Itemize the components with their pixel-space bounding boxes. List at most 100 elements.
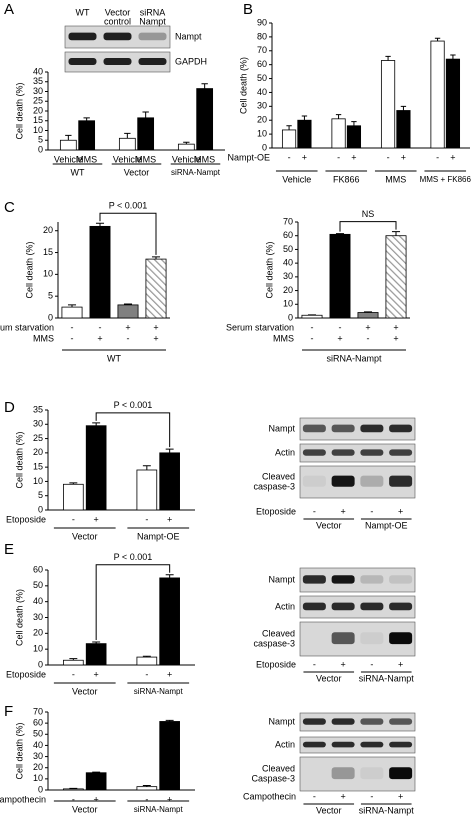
blot [299, 736, 416, 754]
bar-label: + [351, 152, 356, 162]
y-tick-label: 40 [33, 596, 43, 606]
x-tick-label: Vehicle [282, 174, 311, 184]
annotation: P < 0.001 [109, 201, 148, 211]
y-tick-label: 0 [38, 659, 43, 669]
bar-label: + [401, 152, 406, 162]
band [302, 475, 326, 487]
condition-sign: - [311, 333, 314, 343]
error-bar [123, 303, 133, 305]
bar [346, 125, 362, 149]
bar-label: + [167, 514, 172, 524]
blot-row-label: caspase-3 [253, 481, 295, 491]
bar [159, 721, 180, 791]
error-bar [434, 37, 441, 42]
error-bar [69, 658, 78, 661]
band [103, 58, 132, 65]
condition-sign: - [367, 333, 370, 343]
bar [63, 659, 84, 666]
bar [85, 643, 107, 666]
band [302, 575, 326, 584]
error-bar [335, 114, 342, 119]
treatment-sign: - [370, 791, 373, 801]
band [331, 449, 355, 456]
y-tick-label: 70 [257, 45, 267, 55]
y-tick-label: 30 [33, 419, 43, 429]
error-bar [69, 482, 78, 485]
band [389, 718, 413, 725]
blot-row-label: Actin [275, 447, 295, 457]
treatment-sign: - [313, 791, 316, 801]
y-tick-label: 60 [33, 564, 43, 574]
error-bar [385, 55, 391, 61]
error-bar [165, 448, 174, 453]
band [389, 475, 413, 487]
error-bar [450, 54, 456, 60]
panel-label: D [4, 399, 15, 416]
band [302, 741, 326, 748]
band [389, 602, 413, 611]
y-tick-label: 0 [38, 144, 43, 154]
error-bar [65, 134, 72, 141]
bar-label: - [387, 152, 390, 162]
row-label: Etoposide [6, 669, 46, 679]
x-tick-label: siRNA-Nampt [134, 805, 184, 814]
band [389, 767, 413, 780]
y-tick-label: 10 [33, 773, 43, 783]
condition-sign: - [311, 322, 314, 332]
bar-label: Vehicle [172, 154, 201, 164]
condition-sign: - [71, 333, 74, 343]
band [68, 32, 97, 41]
treatment-sign: - [313, 506, 316, 516]
band [389, 741, 413, 748]
band [331, 424, 355, 433]
y-tick-label: 0 [48, 312, 53, 322]
y-tick-label: 50 [33, 580, 43, 590]
band [331, 475, 355, 487]
y-tick-label: 5 [48, 291, 53, 301]
bar [385, 235, 407, 319]
y-axis-label: Cell death (%) [14, 431, 24, 488]
y-tick-label: 40 [283, 258, 293, 268]
bar-label: - [145, 669, 148, 679]
blot-row-label: Nampt [268, 423, 295, 433]
bar [118, 137, 136, 151]
bracket [339, 221, 397, 232]
band [360, 718, 384, 725]
error-bar [201, 83, 208, 89]
blot-row-label: Cleaved [262, 763, 295, 773]
bracket [95, 564, 171, 641]
blot-row-label: Actin [275, 739, 295, 749]
group-label: siRNA-Nampt [359, 673, 415, 683]
error-bar [335, 233, 345, 235]
error-bar [391, 231, 401, 236]
group-label: siRNA-Nampt [326, 353, 382, 363]
treatment-sign: + [340, 506, 345, 516]
y-tick-label: 0 [38, 784, 43, 794]
error-bar [165, 574, 174, 578]
y-tick-label: 10 [33, 125, 43, 135]
y-tick-label: 50 [257, 73, 267, 83]
bar [136, 656, 158, 666]
bar-label: - [72, 669, 75, 679]
blot-row-label: Nampt [175, 31, 202, 41]
bar [331, 118, 346, 149]
bar-label: MMS [194, 154, 215, 164]
error-bar [69, 787, 78, 789]
treatment-sign: - [313, 659, 316, 669]
x-tick-label: siRNA-Nampt [171, 168, 221, 177]
bar [63, 788, 84, 791]
error-bar [92, 771, 101, 773]
band [331, 767, 355, 780]
y-tick-label: 35 [33, 404, 43, 414]
lane-label: control [104, 16, 131, 26]
annotation: P < 0.001 [114, 552, 153, 562]
y-tick-label: 20 [33, 105, 43, 115]
band [138, 58, 167, 65]
error-bar [351, 121, 357, 126]
blot-row-label: Cleaved [262, 471, 295, 481]
y-tick-label: 30 [33, 751, 43, 761]
y-tick-label: 60 [257, 59, 267, 69]
bar [445, 58, 461, 149]
y-tick-label: 70 [283, 216, 293, 226]
